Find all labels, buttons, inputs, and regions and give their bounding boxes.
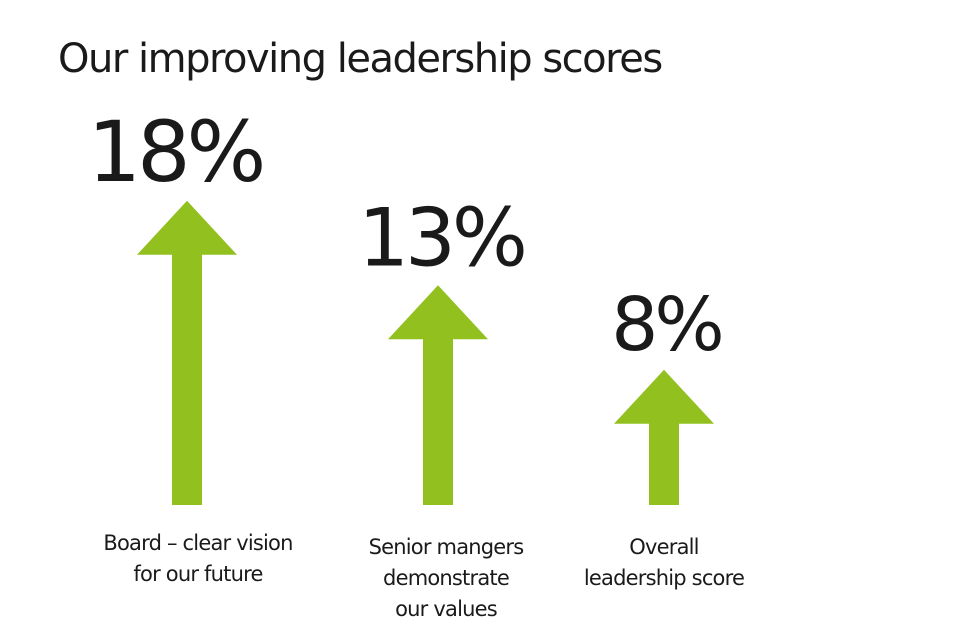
- value-label-2: 13%: [358, 191, 524, 284]
- arrow-bar-2: [388, 285, 488, 505]
- category-label-2-line-3: our values: [395, 597, 497, 621]
- chart-title: Our improving leadership scores: [58, 36, 663, 82]
- category-label-2-line-1: Senior mangers: [369, 535, 524, 559]
- value-label-1: 18%: [88, 103, 263, 201]
- category-label-1-line-1: Board – clear vision: [103, 531, 292, 555]
- category-label-2-line-2: demonstrate: [383, 566, 509, 590]
- arrow-bar-3: [614, 369, 714, 505]
- arrow-bar-1: [137, 200, 237, 506]
- value-label-3: 8%: [611, 282, 721, 368]
- category-label-3-line-1: Overall: [629, 535, 698, 559]
- category-label-1-line-2: for our future: [133, 562, 262, 586]
- category-label-3-line-2: leadership score: [584, 566, 744, 590]
